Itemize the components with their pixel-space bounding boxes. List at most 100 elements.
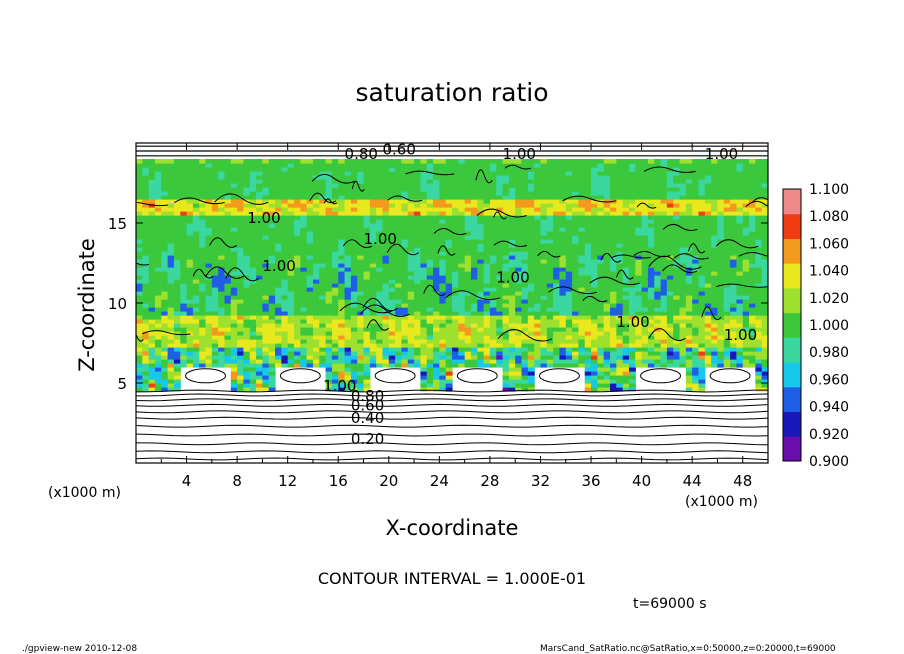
field-cell — [666, 315, 674, 320]
field-cell — [685, 327, 693, 332]
field-cell — [224, 335, 232, 340]
field-cell — [357, 235, 365, 240]
field-cell — [319, 271, 327, 276]
field-cell — [249, 383, 257, 388]
field-cell — [249, 339, 257, 344]
field-cell — [439, 259, 447, 264]
field-cell — [711, 279, 719, 284]
field-cell — [704, 239, 712, 244]
field-cell — [262, 331, 270, 336]
field-cell — [565, 271, 573, 276]
field-cell — [167, 247, 175, 252]
field-cell — [199, 359, 207, 364]
field-cell — [294, 263, 301, 268]
field-cell — [660, 183, 668, 188]
field-cell — [300, 295, 308, 300]
field-cell — [230, 335, 238, 340]
field-cell — [407, 231, 415, 236]
field-cell — [483, 267, 491, 272]
field-cell — [610, 287, 617, 292]
field-cell — [136, 211, 143, 216]
field-cell — [477, 359, 485, 364]
field-cell — [692, 375, 700, 380]
field-cell — [584, 219, 592, 224]
field-cell — [736, 215, 744, 220]
field-cell — [142, 307, 150, 312]
field-cell — [275, 311, 282, 316]
field-cell — [256, 219, 263, 224]
field-cell — [749, 351, 756, 356]
field-cell — [591, 199, 598, 204]
field-cell — [673, 207, 681, 212]
field-cell — [224, 315, 232, 320]
field-cell — [584, 355, 592, 360]
field-cell — [294, 283, 301, 288]
field-cell — [572, 223, 579, 228]
field-cell — [319, 215, 327, 220]
field-cell — [673, 251, 681, 256]
field-cell — [673, 303, 681, 308]
field-cell — [237, 215, 245, 220]
field-cell — [192, 195, 200, 200]
field-cell — [477, 343, 485, 348]
field-cell — [136, 299, 143, 304]
field-cell — [161, 179, 169, 184]
field-cell — [616, 295, 624, 300]
field-cell — [755, 215, 763, 220]
field-cell — [553, 331, 561, 336]
field-cell — [268, 327, 276, 332]
field-cell — [578, 303, 586, 308]
field-cell — [464, 319, 472, 324]
field-cell — [287, 247, 295, 252]
field-cell — [407, 323, 415, 328]
field-cell — [749, 191, 756, 196]
field-cell — [388, 363, 396, 368]
field-cell — [331, 315, 339, 320]
field-cell — [300, 343, 308, 348]
field-cell — [628, 335, 636, 340]
field-cell — [363, 355, 371, 360]
field-cell — [736, 355, 744, 360]
field-cell — [275, 303, 282, 308]
field-cell — [243, 235, 251, 240]
field-cell — [256, 307, 263, 312]
field-cell — [603, 299, 611, 304]
field-cell — [452, 187, 459, 192]
field-cell — [319, 323, 327, 328]
field-cell — [628, 235, 636, 240]
field-cell — [610, 335, 617, 340]
field-cell — [205, 263, 213, 268]
field-cell — [755, 247, 763, 252]
field-cell — [414, 195, 421, 200]
field-cell — [723, 247, 731, 252]
field-cell — [382, 259, 390, 264]
field-cell — [300, 275, 308, 280]
field-cell — [401, 183, 409, 188]
field-cell — [578, 199, 586, 204]
field-cell — [192, 223, 200, 228]
field-cell — [344, 279, 352, 284]
field-cell — [275, 343, 282, 348]
field-cell — [243, 187, 251, 192]
field-cell — [534, 351, 542, 356]
field-cell — [300, 331, 308, 336]
field-cell — [237, 227, 245, 232]
field-cell — [698, 327, 706, 332]
field-cell — [281, 319, 289, 324]
field-cell — [148, 343, 156, 348]
field-cell — [502, 351, 510, 356]
field-cell — [470, 303, 478, 308]
field-cell — [704, 195, 712, 200]
field-cell — [211, 327, 219, 332]
field-cell — [458, 327, 466, 332]
field-cell — [294, 183, 301, 188]
field-cell — [256, 323, 263, 328]
field-cell — [452, 327, 459, 332]
field-cell — [578, 351, 586, 356]
field-cell — [237, 311, 245, 316]
field-cell — [186, 175, 194, 180]
field-cell — [685, 287, 693, 292]
field-cell — [243, 227, 251, 232]
field-cell — [534, 327, 542, 332]
field-cell — [395, 275, 403, 280]
